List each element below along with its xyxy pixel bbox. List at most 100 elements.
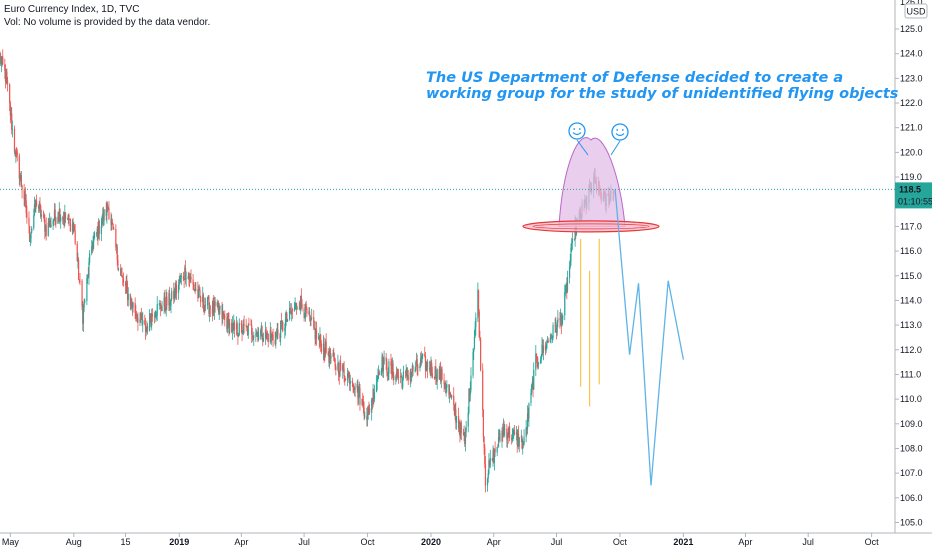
candle-body [140,313,142,320]
candle-body [407,375,409,381]
candle-body [416,359,418,367]
candle-body [150,321,152,326]
smiley-right-icon [610,123,629,156]
candle-body [319,334,321,341]
candle-body [49,220,51,228]
candle-body [62,217,64,220]
price-tick-label: 111.0 [900,369,921,379]
candle-body [280,320,282,339]
candle-body [79,280,81,282]
candle-body [373,388,375,400]
candle-body [337,362,339,370]
candle-body [243,323,245,326]
candle-body [368,408,370,409]
candle-body [146,326,148,328]
price-tick-label: 116.0 [900,246,922,256]
candle-body [527,413,529,419]
candle-body [349,373,351,384]
candle-body [252,336,254,338]
candle-body [298,308,300,310]
candle-body [402,377,404,388]
candle-body [175,285,178,293]
candle-body [301,303,303,308]
price-tick-label: 109.0 [900,419,923,429]
candle-body [15,149,17,156]
candle-body [473,336,476,349]
candle-body [492,450,494,461]
ufo-ring-inner [532,223,650,230]
candle-body [551,337,553,339]
candle-body [324,354,326,356]
candle-body [506,428,508,440]
candle-body [118,268,120,270]
candle-body [294,304,296,309]
candle-body [300,295,302,304]
candle-body [44,225,47,232]
candle-body [372,388,374,402]
candle-body [242,333,244,335]
candle-body [204,304,206,311]
time-tick-label: 2021 [673,537,693,547]
price-tick-label: 106.0 [900,493,923,503]
candle-body [320,343,322,352]
candle-body [371,399,373,402]
candle-body [397,375,399,377]
candle-body [385,357,387,362]
candle-body [219,305,221,310]
candle-body [174,289,176,296]
candle-body [93,232,96,238]
candle-body [544,345,547,351]
candle-body [237,335,239,337]
candle-body [197,288,200,299]
candle-body [19,176,21,179]
candle-body [564,291,566,316]
candle-body [540,359,542,364]
candle-body [232,323,234,327]
price-tick-label: 108.0 [900,443,923,453]
candle-body [214,301,216,306]
candle-body [83,302,85,308]
annotation-line-2: working group for the study of unidentif… [426,86,899,102]
candle-body [541,344,543,356]
candle-body [382,356,384,372]
candle-body [102,213,104,221]
candle-body [513,430,516,435]
candle-body [134,302,136,313]
candle-body [188,276,190,279]
candle-body [511,437,513,441]
candle-body [74,230,76,244]
candle-body [362,398,364,401]
candle-body [203,306,205,311]
candle-body [451,395,453,398]
candle-body [426,361,429,370]
candle-body [546,341,548,349]
candle-body [236,323,238,336]
candle-body [333,357,336,359]
candle-body [393,375,395,380]
currency-label[interactable]: USD [906,7,926,17]
last-price-badge[interactable] [895,182,932,209]
candle-body [472,352,474,376]
candle-body [289,307,291,312]
smiley-eye [621,129,624,131]
candle-body [120,274,122,276]
time-tick-label: Aug [66,537,82,547]
candle-body [330,356,332,359]
candle-body [64,212,67,219]
candle-body [354,388,356,390]
candle-body [93,237,95,242]
candle-body [238,322,240,335]
candle-body [266,332,268,335]
candle-body [0,60,2,65]
candle-body [82,307,85,324]
candle-body [178,284,180,293]
candle-body [18,155,20,179]
candle-body [542,344,544,353]
currency-button[interactable] [904,3,928,19]
candle-body [86,274,89,279]
candle-body [187,276,189,279]
candle-body [386,372,389,376]
candle-body [422,354,424,356]
